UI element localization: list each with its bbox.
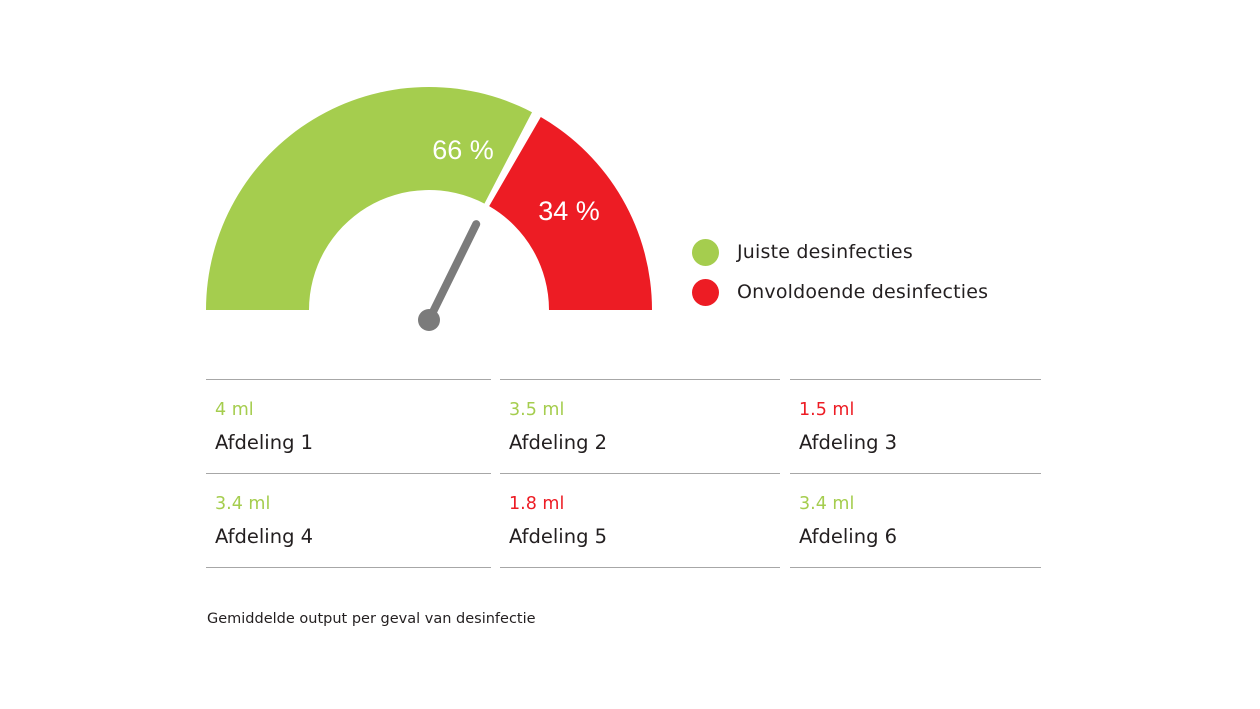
gauge-needle-hub [418,309,440,331]
legend-item-bad: Onvoldoende desinfecties [692,272,988,312]
department-value: 1.8 ml [509,494,565,514]
department-value: 3.4 ml [799,494,855,514]
gauge-slice-good [206,86,533,310]
gauge-slice-bad [489,117,652,310]
department-name: Afdeling 1 [215,431,314,454]
department-cell: 3.4 ml Afdeling 6 [790,473,1041,568]
legend-dot-bad-icon [692,278,719,306]
chart-caption: Gemiddelde output per geval van desinfec… [207,611,536,627]
gauge-chart: 66 % 34 % [206,86,652,331]
department-cell: 4 ml Afdeling 1 [206,379,491,473]
gauge-needle [425,220,481,324]
department-value: 3.5 ml [509,400,565,420]
department-name: Afdeling 4 [215,525,314,548]
department-value: 1.5 ml [799,400,855,420]
legend-dot-good-icon [692,238,719,266]
department-value: 3.4 ml [215,494,271,514]
department-name: Afdeling 5 [509,525,608,548]
department-cell: 1.5 ml Afdeling 3 [790,379,1041,473]
department-value: 4 ml [215,400,254,420]
slice-label-good: 66 % [432,135,494,165]
legend-label-good: Juiste desinfecties [737,241,913,263]
department-name: Afdeling 6 [799,525,898,548]
department-cell: 3.4 ml Afdeling 4 [206,473,491,568]
department-name: Afdeling 2 [509,431,608,454]
department-cell: 3.5 ml Afdeling 2 [500,379,780,473]
department-cell: 1.8 ml Afdeling 5 [500,473,780,568]
department-name: Afdeling 3 [799,431,898,454]
slice-label-bad: 34 % [538,196,600,226]
legend-label-bad: Onvoldoende desinfecties [737,281,989,303]
legend-item-good: Juiste desinfecties [692,232,988,272]
chart-legend: Juiste desinfecties Onvoldoende desinfec… [692,232,988,312]
